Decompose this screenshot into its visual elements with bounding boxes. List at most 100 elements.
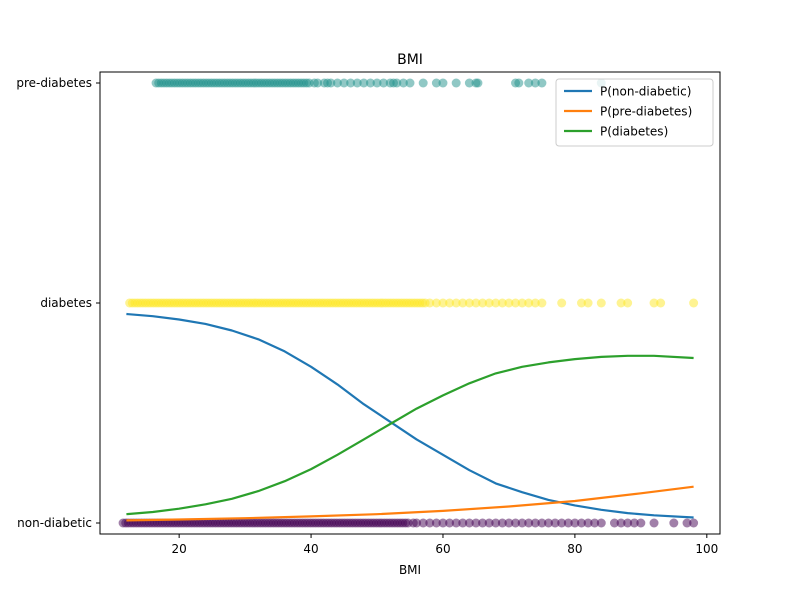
scatter-point (537, 78, 547, 88)
scatter-point (438, 518, 448, 528)
scatter-point (583, 298, 593, 308)
scatter-point (458, 518, 468, 528)
scatter-point (359, 78, 369, 88)
scatter-point (332, 78, 342, 88)
legend-label: P(non-diabetic) (600, 85, 691, 99)
scatter-point (473, 78, 483, 88)
scatter-point (379, 78, 389, 88)
x-tick-label: 60 (435, 542, 450, 556)
legend-item: P(non-diabetic) (564, 85, 691, 99)
scatter-point (497, 298, 507, 308)
curve-line-1 (126, 485, 694, 522)
scatter-point (576, 298, 586, 308)
y-tick-label: diabetes (40, 296, 92, 310)
curve-layer (126, 312, 694, 522)
scatter-point (431, 518, 441, 528)
scatter-point (497, 518, 507, 528)
legend: P(non-diabetic) P(pre-diabetes) P(diabetes… (555, 78, 714, 147)
scatter-point (451, 298, 461, 308)
scatter-point (352, 78, 362, 88)
scatter-point (609, 518, 619, 528)
scatter-point (649, 298, 659, 308)
scatter-point (478, 298, 488, 308)
scatter-point (491, 518, 501, 528)
scatter-point (656, 298, 666, 308)
scatter-point (570, 518, 580, 528)
scatter-series-0 (151, 78, 606, 88)
scatter-point (418, 518, 428, 528)
scatter-point (451, 78, 461, 88)
scatter-point (576, 518, 586, 528)
scatter-point (544, 518, 554, 528)
scatter-point (530, 298, 540, 308)
scatter-point (504, 298, 514, 308)
chart-title: BMI (397, 52, 423, 68)
x-tick-label: 80 (567, 542, 582, 556)
scatter-point (412, 518, 422, 528)
scatter-point (623, 298, 633, 308)
scatter-point (557, 298, 567, 308)
x-axis-label: BMI (399, 563, 421, 577)
scatter-point (313, 78, 323, 88)
scatter-point (445, 518, 455, 528)
y-axis: non-diabetic diabetes pre-diabetes (16, 76, 100, 530)
curve-line-0 (126, 312, 694, 519)
scatter-point (478, 518, 488, 528)
scatter-point (616, 298, 626, 308)
scatter-point (504, 518, 514, 528)
scatter-point (484, 298, 494, 308)
scatter-series-1 (125, 298, 699, 308)
scatter-point (524, 518, 534, 528)
scatter-point (458, 298, 468, 308)
scatter-point (689, 518, 699, 528)
scatter-point (464, 298, 474, 308)
scatter-point (629, 518, 639, 528)
x-tick-label: 100 (695, 542, 718, 556)
scatter-point (537, 518, 547, 528)
scatter-point (517, 518, 527, 528)
scatter-point (649, 518, 659, 528)
scatter-point (596, 518, 606, 528)
scatter-point (590, 518, 600, 528)
x-tick-label: 20 (172, 542, 187, 556)
scatter-point (563, 518, 573, 528)
scatter-point (550, 518, 560, 528)
scatter-point (471, 518, 481, 528)
scatter-point (514, 78, 524, 88)
scatter-point (464, 518, 474, 528)
scatter-point (530, 518, 540, 528)
curve-line-2 (126, 354, 694, 516)
scatter-point (511, 298, 521, 308)
scatter-point (530, 78, 540, 88)
y-tick-label: non-diabetic (17, 516, 92, 530)
plot-area (99, 71, 721, 535)
scatter-point (425, 298, 435, 308)
legend-item: P(diabetes) (564, 125, 668, 139)
scatter-point (372, 78, 382, 88)
scatter-point (491, 298, 501, 308)
scatter-point (689, 298, 699, 308)
scatter-point (392, 78, 402, 88)
scatter-point (557, 518, 567, 528)
scatter-point (425, 518, 435, 528)
scatter-point (431, 298, 441, 308)
scatter-point (438, 298, 448, 308)
scatter-point (451, 518, 461, 528)
scatter-point (365, 78, 375, 88)
x-tick-label: 40 (303, 542, 318, 556)
legend-item: P(pre-diabetes) (564, 105, 692, 119)
scatter-point (326, 78, 336, 88)
scatter-point (517, 298, 527, 308)
scatter-point (418, 78, 428, 88)
scatter-point (682, 518, 692, 528)
scatter-point (398, 78, 408, 88)
y-tick-label: pre-diabetes (16, 76, 92, 90)
legend-box (555, 78, 714, 147)
scatter-point (596, 298, 606, 308)
scatter-point (524, 298, 534, 308)
scatter-point (405, 78, 415, 88)
scatter-point (537, 298, 547, 308)
scatter-point (484, 518, 494, 528)
scatter-point (438, 78, 448, 88)
